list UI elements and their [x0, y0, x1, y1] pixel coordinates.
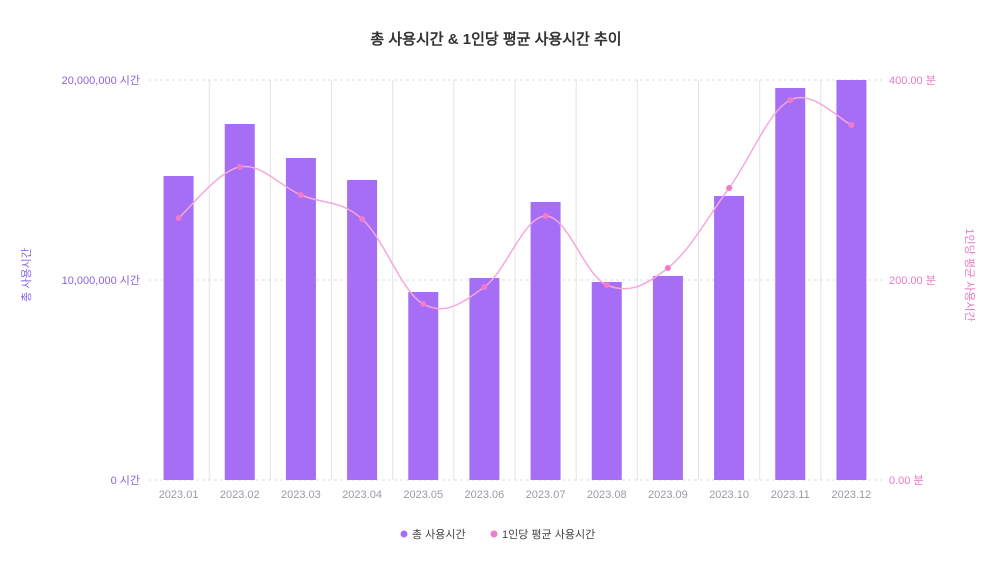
x-tick-label: 2023.02 [220, 489, 260, 501]
line-point-2023.10 [726, 185, 733, 191]
right-axis-title: 1인당 평균 사용시간 [963, 228, 976, 321]
bar-2023.04 [347, 180, 378, 480]
bar-2023.01 [163, 176, 194, 480]
x-axis: 2023.01 2023.02 2023.03 2023.04 2023.05 2023.… [159, 489, 872, 501]
x-tick-label: 2023.03 [281, 489, 321, 501]
x-tick-label: 2023.08 [587, 489, 627, 501]
right-tick-label: 400.00 분 [889, 75, 936, 87]
left-tick-label: 20,000,000 시간 [62, 74, 140, 87]
x-tick-label: 2023.07 [526, 489, 566, 501]
line-point-2023.02 [236, 164, 243, 170]
chart-title: 총 사용시간 & 1인당 평균 사용시간 추이 [370, 30, 621, 48]
bar-2023.05 [408, 292, 439, 480]
bar-2023.03 [285, 158, 316, 480]
x-tick-label: 2023.01 [159, 489, 199, 501]
legend-marker [400, 530, 408, 538]
bar-2023.02 [224, 124, 255, 480]
bar-2023.10 [714, 196, 745, 480]
right-y-axis: 0.00 분 200.00 분 400.00 분 [889, 75, 936, 487]
x-tick-label: 2023.12 [832, 489, 872, 501]
line-point-2023.09 [664, 265, 671, 271]
x-tick-label: 2023.04 [342, 489, 382, 501]
bar-series [163, 80, 867, 480]
line-point-2023.07 [542, 213, 549, 219]
x-tick-label: 2023.10 [709, 489, 749, 501]
x-tick-label: 2023.05 [403, 489, 443, 501]
x-tick-label: 2023.11 [771, 489, 810, 501]
bar-2023.09 [652, 276, 683, 480]
left-axis-title: 총 사용시간 [20, 248, 33, 302]
right-tick-label: 0.00 분 [889, 475, 924, 487]
line-point-2023.06 [481, 284, 488, 290]
left-tick-label: 10,000,000 시간 [62, 274, 140, 287]
right-tick-label: 200.00 분 [889, 275, 936, 287]
grid-lines [148, 79, 882, 481]
x-tick-label: 2023.06 [465, 489, 505, 501]
line-series [175, 96, 855, 310]
bar-2023.06 [469, 278, 500, 480]
x-tick-label: 2023.09 [648, 489, 688, 501]
legend-label: 1인당 평균 사용시간 [502, 528, 595, 541]
line-point-2023.04 [359, 216, 366, 222]
line-point-2023.12 [848, 122, 855, 128]
line-point-2023.11 [787, 97, 794, 103]
bar-2023.11 [775, 88, 806, 480]
bar-2023.08 [591, 282, 622, 480]
left-y-axis: 0 시간 10,000,000 시간 20,000,000 시간 [62, 74, 140, 487]
left-tick-label: 0 시간 [111, 474, 140, 487]
line-point-2023.03 [297, 192, 304, 198]
line-point-2023.08 [603, 282, 610, 288]
line-point-2023.05 [420, 301, 427, 307]
bar-2023.12 [836, 80, 867, 480]
legend-item[interactable]: 총 사용시간 [400, 528, 466, 541]
legend: 총 사용시간 1인당 평균 사용시간 [400, 528, 596, 541]
legend-label: 총 사용시간 [412, 528, 466, 541]
line-point-2023.01 [175, 215, 182, 221]
bar-2023.07 [530, 202, 561, 480]
legend-marker [490, 530, 498, 538]
legend-item[interactable]: 1인당 평균 사용시간 [490, 528, 596, 541]
